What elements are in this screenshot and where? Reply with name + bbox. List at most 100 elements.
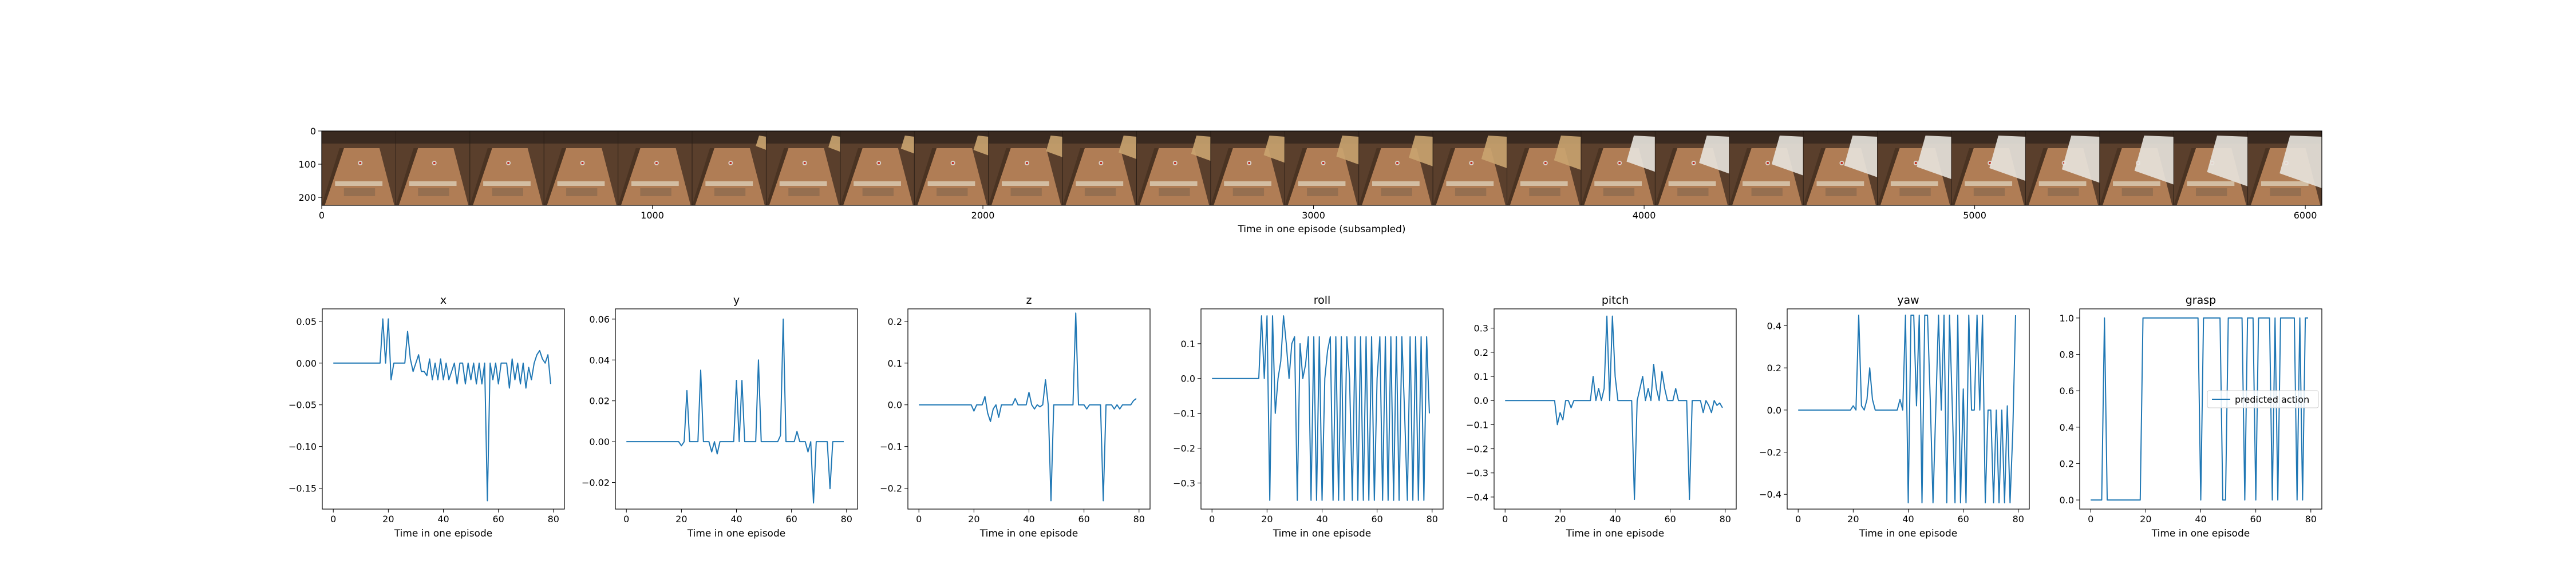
frame-table-marking (483, 181, 531, 186)
frame-table (769, 148, 839, 205)
frame-top (988, 131, 1063, 144)
xaxis-label: Time in one episode (1859, 528, 1957, 539)
frame-table (991, 148, 1061, 205)
frame-robot-arm (1263, 136, 1285, 163)
frame-table-marking (1001, 181, 1049, 186)
ytick-label: −0.05 (289, 400, 317, 411)
ytick-label: 0.1 (888, 358, 902, 369)
xaxis-label: Time in one episode (687, 528, 785, 539)
xtick-label: 40 (1902, 514, 1914, 525)
ytick-label: 0.1 (1181, 339, 1195, 349)
frame-table-side (1358, 148, 1381, 205)
ytick-label: 0.2 (2060, 458, 2074, 469)
xtick-label: 20 (2140, 514, 2151, 525)
subplot-title: yaw (1897, 294, 1919, 307)
frame-robot-arm (1336, 136, 1359, 165)
frame-object-mark (1174, 162, 1176, 164)
frame-object-mark (1989, 162, 1992, 164)
ytick-label: 0.2 (888, 316, 902, 327)
frame-table-marking (2261, 181, 2309, 186)
frame-robot-arm (973, 136, 989, 156)
frame-top (1136, 131, 1211, 144)
xtick-label: 0 (916, 514, 922, 525)
strip-xtick-label: 1000 (641, 210, 664, 221)
frame-table-side (988, 148, 1011, 205)
xtick-label: 0 (1795, 514, 1801, 525)
video-frame (2099, 131, 2174, 205)
frame-top (396, 131, 471, 144)
ytick-label: 0.06 (589, 314, 610, 325)
video-frame (1581, 131, 1656, 205)
frame-table-side (1655, 148, 1678, 205)
frame-robot-arm (1119, 136, 1137, 160)
subplot-title: pitch (1602, 294, 1629, 307)
frame-table-marking (1446, 181, 1494, 186)
ytick-label: 0.4 (2060, 422, 2074, 433)
frame-object-mark (1767, 162, 1769, 164)
subplot-title: z (1026, 294, 1032, 307)
ytick-label: 0.2 (1474, 347, 1488, 358)
ytick-label: 0.3 (1474, 323, 1488, 334)
frame-object-mark (1322, 162, 1325, 164)
frame-object-mark (1248, 162, 1251, 164)
video-frame (1432, 131, 1508, 205)
xtick-label: 80 (1133, 514, 1145, 525)
video-frame (1877, 131, 1952, 205)
frame-table-marking (1520, 181, 1568, 186)
frame-table (917, 148, 987, 205)
frame-table-shadow (1159, 188, 1190, 196)
frame-table-shadow (1381, 188, 1412, 196)
frame-table-shadow (937, 188, 968, 196)
frame-table-side (1210, 148, 1233, 205)
ytick-label: −0.02 (582, 478, 610, 488)
frame-table-shadow (1603, 188, 1635, 196)
subplot-x: x 0 20 40 60 80 0.05 0.00 −0.05 −0.10 −0.15 Time in… (289, 294, 565, 539)
ytick-label: 0.0 (1767, 405, 1781, 416)
frame-table-marking (705, 181, 753, 186)
xtick-label: 20 (382, 514, 394, 525)
ytick-label: −0.10 (289, 442, 317, 452)
frame-table-shadow (1899, 188, 1931, 196)
series-line (1212, 315, 1430, 501)
frame-object-mark (1914, 162, 1917, 164)
video-frame (1507, 131, 1582, 205)
frame-object-mark (507, 162, 510, 164)
frame-object-mark (878, 162, 880, 164)
frame-table (621, 148, 691, 205)
frame-table (547, 148, 617, 205)
frame-table-side (1285, 148, 1307, 205)
series-line (919, 312, 1137, 502)
frame-table (1065, 148, 1135, 205)
frame-table-marking (1668, 181, 1716, 186)
frame-robot-arm (1699, 136, 1729, 174)
frame-robot-arm (2061, 136, 2100, 183)
frame-object-mark (1840, 162, 1843, 164)
frame-top (322, 131, 396, 144)
video-frame (395, 131, 471, 205)
frame-robot-arm (900, 136, 915, 154)
xtick-label: 0 (1209, 514, 1215, 525)
xtick-label: 80 (1720, 514, 1731, 525)
ytick-label: 0.1 (1474, 371, 1488, 382)
subplot-yaw: yaw 0 20 40 60 80 0.4 0.2 0.0 −0.2 −0.4 Time in one… (1759, 294, 2030, 539)
frame-table-side (2025, 148, 2048, 205)
xtick-label: 80 (1427, 514, 1438, 525)
frame-table-side (322, 148, 344, 205)
frame-object-mark (433, 162, 436, 164)
xtick-label: 20 (1847, 514, 1859, 525)
frame-table-shadow (1010, 188, 1042, 196)
frame-robot-arm (1626, 136, 1656, 172)
subplot-y: y 0 20 40 60 80 0.06 0.04 0.02 0.00 −0.02 Time in o… (582, 294, 858, 539)
frame-top (692, 131, 767, 144)
frame-table-marking (409, 181, 457, 186)
axes-frame (615, 308, 858, 510)
frame-table-side (544, 148, 567, 205)
frame-object-mark (729, 162, 732, 164)
strip-xtick-label: 6000 (2294, 210, 2317, 221)
ytick-label: 0.6 (2060, 386, 2074, 396)
xtick-label: 60 (1664, 514, 1676, 525)
frame-table-shadow (1232, 188, 1265, 196)
xtick-label: 80 (841, 514, 852, 525)
